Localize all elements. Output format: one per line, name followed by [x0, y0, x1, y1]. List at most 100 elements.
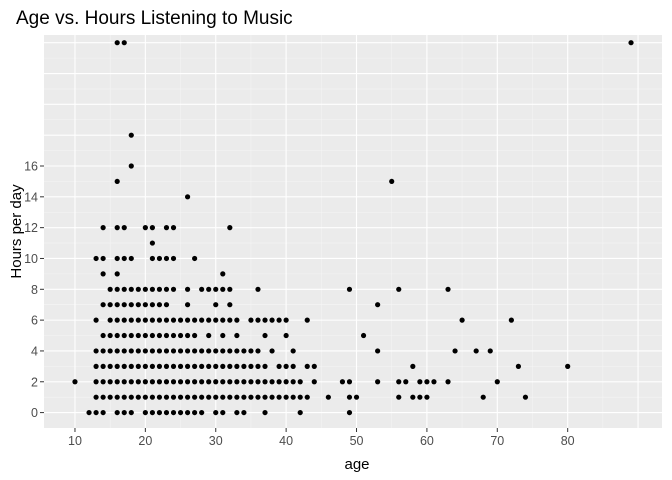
data-point [163, 225, 170, 231]
data-point [227, 363, 233, 369]
data-point [255, 317, 261, 323]
data-point [107, 394, 113, 400]
data-point [283, 332, 289, 339]
data-point [184, 379, 191, 385]
data-point [93, 348, 99, 354]
data-point [156, 302, 163, 308]
data-point [121, 409, 127, 416]
data-point [184, 317, 191, 323]
data-point [184, 286, 191, 292]
data-point [220, 363, 226, 369]
data-point [241, 348, 247, 354]
data-point [107, 332, 113, 339]
x-tick-label: 50 [350, 434, 364, 448]
data-point [135, 317, 141, 323]
data-point [241, 363, 247, 369]
data-point [192, 317, 198, 323]
data-point [177, 348, 184, 354]
data-point [248, 363, 254, 369]
data-point [227, 225, 233, 231]
data-point [142, 302, 148, 308]
data-point [156, 317, 163, 323]
data-point [452, 348, 458, 354]
data-point [346, 379, 353, 385]
data-point [255, 379, 261, 385]
data-point [304, 394, 310, 400]
data-point [107, 317, 113, 323]
data-point [199, 379, 205, 385]
data-point [121, 317, 127, 323]
y-axis-ticks: 0 2 4 6 8 10 12 14 16 [24, 160, 44, 420]
data-point [163, 409, 170, 416]
data-point [515, 363, 522, 369]
data-point [156, 332, 163, 339]
data-point [213, 409, 219, 416]
data-point [276, 394, 282, 400]
chart-title: Age vs. Hours Listening to Music [16, 8, 293, 29]
data-point [100, 332, 106, 339]
data-point [170, 255, 177, 262]
data-point [163, 317, 170, 323]
data-point [375, 379, 381, 385]
data-point [375, 348, 381, 354]
data-point [227, 348, 233, 354]
data-point [487, 348, 493, 354]
data-point [522, 394, 529, 400]
data-point [346, 409, 353, 416]
data-point [100, 348, 106, 354]
data-point [346, 394, 353, 400]
data-point [213, 286, 219, 292]
data-point [149, 255, 155, 262]
data-point [199, 363, 205, 369]
data-point [135, 286, 141, 292]
data-point [114, 255, 120, 262]
data-point [128, 332, 134, 339]
data-points [72, 40, 634, 416]
data-point [417, 379, 423, 385]
data-point [170, 317, 177, 323]
data-point [248, 317, 254, 323]
data-point [142, 394, 148, 400]
data-point [234, 394, 240, 400]
data-point [262, 317, 268, 323]
data-point [297, 394, 303, 400]
y-tick-label: 8 [31, 283, 38, 297]
data-point [445, 286, 451, 292]
data-point [276, 379, 282, 385]
data-point [149, 363, 155, 369]
data-point [142, 348, 148, 354]
data-point [410, 363, 416, 369]
data-point [163, 379, 170, 385]
data-point [192, 409, 198, 416]
x-tick-label: 60 [420, 434, 434, 448]
data-point [107, 363, 113, 369]
data-point [170, 225, 177, 231]
data-point [121, 255, 127, 262]
data-point [128, 363, 134, 369]
data-point [142, 317, 148, 323]
data-point [184, 302, 191, 308]
data-point [424, 394, 430, 400]
data-point [192, 379, 198, 385]
data-point [396, 379, 402, 385]
data-point [163, 286, 170, 292]
data-point [269, 317, 275, 323]
data-point [135, 379, 141, 385]
data-point [262, 409, 268, 416]
data-point [248, 379, 254, 385]
x-tick-label: 30 [209, 434, 223, 448]
data-point [234, 409, 240, 416]
data-point [114, 379, 120, 385]
data-point [304, 363, 310, 369]
data-point [290, 394, 296, 400]
data-point [184, 409, 191, 416]
data-point [156, 409, 163, 416]
data-point [135, 302, 141, 308]
data-point [262, 363, 268, 369]
data-point [360, 332, 367, 339]
data-point [114, 271, 120, 277]
data-point [114, 40, 120, 46]
data-point [206, 348, 212, 354]
data-point [346, 286, 353, 292]
data-point [473, 348, 479, 354]
